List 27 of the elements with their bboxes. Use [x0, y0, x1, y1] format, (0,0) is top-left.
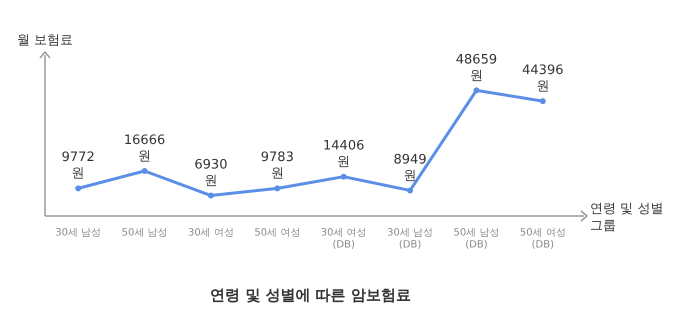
text: 연령 및 성별에 따른 암보험료: [210, 286, 411, 304]
data-label: 6930 원: [194, 157, 228, 188]
data-label: 48659 원: [456, 52, 498, 84]
data-label: 9783 원: [260, 150, 294, 182]
x-tick-label: 30세 여성 (DB): [320, 228, 367, 251]
data-label: 44396 원: [522, 62, 564, 94]
y-axis-title: 월 보험료: [17, 32, 74, 48]
x-tick-label: 30세 여성: [188, 228, 234, 239]
x-axis-title: 연령 및 성별 그룹: [590, 201, 664, 234]
data-label: 9772 원: [62, 150, 95, 182]
x-tick-label: 50세 여성: [254, 228, 300, 239]
point: [208, 192, 214, 199]
point: [540, 98, 546, 104]
x-tick-label: 50세 남성: [122, 228, 168, 239]
point: [274, 185, 280, 192]
x-tick-label: 30세 남성 (DB): [387, 228, 434, 251]
data-label: 16666 원: [124, 132, 166, 164]
point: [75, 185, 82, 192]
point: [142, 168, 148, 174]
point: [407, 187, 414, 194]
point: [473, 87, 480, 94]
data-label: 8949 원: [394, 152, 427, 184]
x-tick-label: 30세 남성: [55, 228, 102, 239]
data-label: 14406 원: [323, 138, 364, 170]
point: [340, 174, 347, 180]
x-tick-label: 50세 여성 (DB): [520, 228, 566, 251]
x-tick-label: 50세 남성 (DB): [453, 228, 500, 251]
